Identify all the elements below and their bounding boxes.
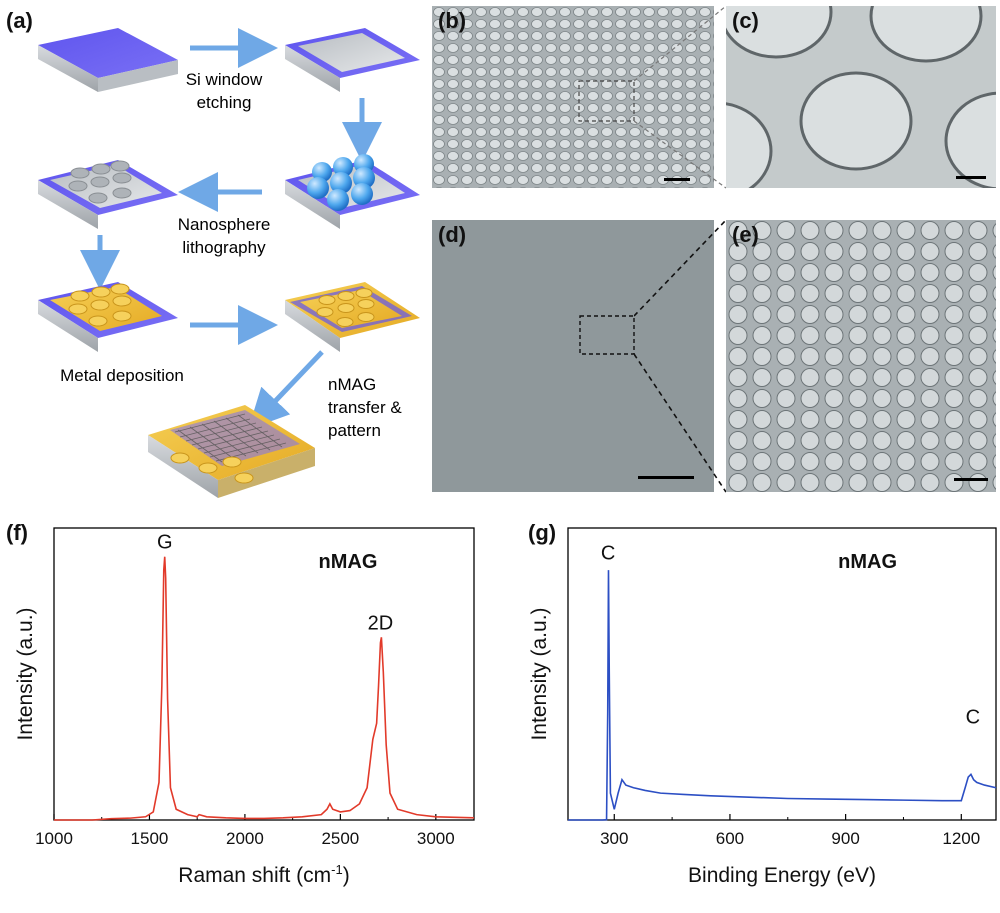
y-axis-label: Intensity (a.u.) [528,607,551,740]
plot-frame [567,527,997,821]
panel-label-d: (d) [438,222,467,247]
x-axis-label: Binding Energy (eV) [688,864,876,887]
panel-label-a: (a) [6,8,33,33]
sem-image-c: (c) [726,6,996,188]
x-tick-label: 1200 [942,829,980,848]
panel-label-g: (g) [528,520,557,545]
step5-metal-deposition [38,282,178,352]
peak-label: C [601,542,615,564]
series-line [568,570,997,821]
label-lithography-line1: Nanosphere [178,215,271,234]
step3-nanospheres [285,154,420,229]
step1-substrate [38,28,178,92]
chart-title: nMAG [319,551,378,573]
x-tick-label: 300 [600,829,628,848]
peak-label: G [157,532,173,554]
step7-nmag-device [148,405,315,498]
arrow-step6 [248,350,324,430]
chart-title: nMAG [838,551,897,573]
label-lithography-line2: lithography [182,238,266,257]
zoom-lines-de [634,220,727,493]
sem-image-d: (d) [432,220,714,492]
y-axis-label: Intensity (a.u.) [14,607,37,740]
x-tick-label: 900 [831,829,859,848]
raman-chart: 1000 1500 2000 2500 3000 G 2D nMAG Intensity (a.… [14,527,475,887]
peak-label: C [966,706,980,728]
step2-window-substrate [285,28,420,92]
zoom-box-d [579,315,635,355]
process-schematic: Si window etching Nanosphere lithography… [38,28,420,498]
x-tick-label: 1000 [35,829,73,848]
step6-gold-coated [285,282,420,352]
label-deposition: Metal deposition [60,366,184,385]
zoom-lines-bc [634,6,727,189]
x-tick-label: 600 [716,829,744,848]
label-transfer-line1: nMAG [328,375,376,394]
label-transfer-line3: pattern [328,421,381,440]
scale-bar-e [954,478,988,481]
scale-bar-d [638,476,694,479]
step4-pillars [38,160,178,229]
scale-bar-b [664,178,690,181]
x-tick-label: 2500 [321,829,359,848]
zoom-box-b [578,80,635,122]
label-etching-line1: Si window [186,70,263,89]
panel-label-f: (f) [6,520,28,545]
panel-label-b: (b) [438,8,467,33]
peak-label: 2D [368,612,394,634]
label-etching-line2: etching [197,93,252,112]
sem-image-b: (b) [432,6,714,188]
scale-bar-c [956,176,986,179]
x-tick-label: 2000 [226,829,264,848]
x-axis-label: Raman shift (cm-1) [178,862,349,887]
sem-image-e: (e) [726,220,996,492]
series-line [54,556,475,821]
panel-label-c: (c) [732,8,759,33]
x-tick-label: 3000 [417,829,455,848]
x-tick-label: 1500 [131,829,169,848]
panel-label-e: (e) [732,222,759,247]
label-transfer-line2: transfer & [328,398,402,417]
plot-frame [53,527,475,821]
